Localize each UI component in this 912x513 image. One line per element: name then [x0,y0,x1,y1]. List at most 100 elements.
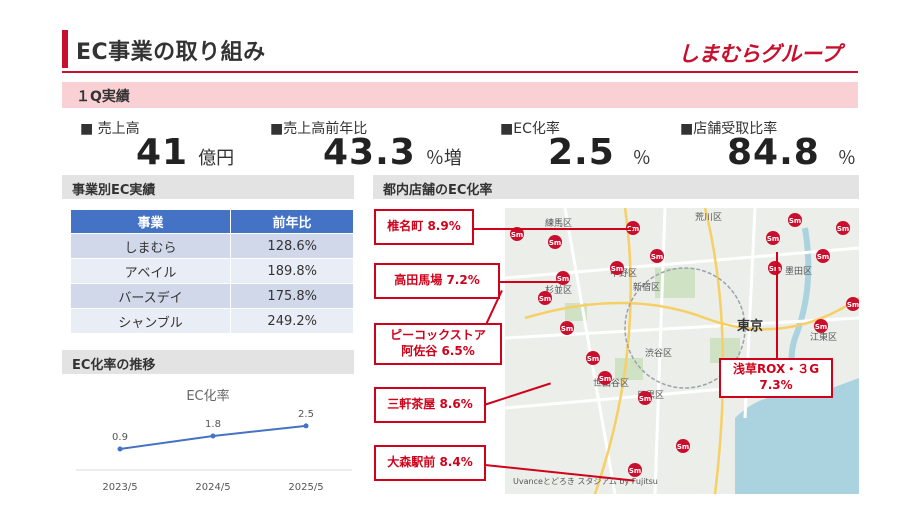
store-pin-icon[interactable] [788,213,802,227]
x-tick-label: 2024/5 [195,482,230,493]
kpi-sales-value: 41 [136,132,189,173]
data-label: 0.9 [112,432,128,443]
store-pin-icon[interactable] [814,319,828,333]
map-label-itabashi: 練馬区 [545,217,572,229]
map-ec-header: 都内店舗のEC化率 [373,175,859,199]
ec-trend-header: EC化率の推移 [62,350,354,374]
kpi-sales-unit: 億円 [198,148,235,169]
data-point [210,433,216,439]
business-yoy: 189.8% [230,258,354,284]
table-row: しまむら 128.6% [70,233,354,259]
leader-shiinamachi [473,228,633,230]
kpi-store-pickup-value-row: 84.8 ％ [727,132,856,173]
kpi-sales-yoy-value: 43.3 [323,132,416,173]
q1-results-band: １Q実績 [62,82,858,108]
business-yoy: 249.2% [230,308,354,334]
map-label-arakawa: 荒川区 [695,212,722,223]
store-pin-icon[interactable] [538,291,552,305]
business-name: アベイル [70,258,231,284]
kpi-sales-yoy-value-row: 43.3 ％増 [323,132,462,173]
data-point [303,423,309,429]
store-pin-icon[interactable] [628,463,642,477]
data-label: 1.8 [205,419,221,430]
table-row: バースデイ 175.8% [70,283,354,309]
kpi-store-pickup-label: ■店舗受取比率 [680,121,778,137]
business-name: しまむら [70,233,231,259]
kpi-sales-yoy: ■売上高前年比 [270,118,367,138]
callout-sangenjaya: 三軒茶屋 8.6% [374,387,486,423]
store-pin-label: Sm [639,395,651,403]
ec-ratio-line-chart: EC化率 0.9 2023/5 1.8 2024/5 2.5 2025/5 [76,388,352,493]
map-label-shibuya: 渋谷区 [645,347,672,359]
store-pin-icon[interactable] [560,321,574,335]
store-pin-icon[interactable] [548,235,562,249]
title-accent-bar [62,30,68,68]
callout-asakusa-line1: 浅草ROX・３G [732,362,820,377]
store-pin-label: Sm [539,295,551,303]
callout-peacock: ピーコックストア 阿佐谷 6.5% [374,323,502,365]
kpi-ec-ratio-value: 2.5 [548,132,615,173]
store-pin-icon[interactable] [766,231,780,245]
store-pin-label: Sm [627,225,639,233]
store-pin-icon[interactable] [586,351,600,365]
kpi-sales-label: ■ 売上高 [80,121,140,137]
store-pin-icon[interactable] [836,221,850,235]
store-pin-label: Sm [511,231,523,239]
store-pin-icon[interactable] [846,297,859,311]
table-header-row: 事業 前年比 [70,209,354,234]
page-title: EC事業の取り組み [76,40,266,65]
kpi-sales: ■ 売上高 [80,118,140,138]
tokyo-store-map[interactable]: 新宿区 中野区 杉並区 渋谷区 世田谷区 目黒区 墨田区 江東区 練馬区 荒川区… [505,208,859,494]
kpi-ec-ratio: ■EC化率 [500,118,560,138]
store-pin-label: Sm [815,323,827,331]
store-pin-icon[interactable] [768,261,782,275]
store-pin-icon[interactable] [638,391,652,405]
map-label-shinjuku: 新宿区 [633,281,660,293]
kpi-ec-ratio-value-row: 2.5 ％ [548,132,651,173]
header-divider [62,71,858,73]
chart-title: EC化率 [186,388,229,404]
business-ec-table: 事業 前年比 しまむら 128.6% アベイル 189.8% バースデイ 175… [70,209,354,334]
callout-omori: 大森駅前 8.4% [374,445,486,481]
q1-results-label: １Q実績 [76,89,130,105]
store-pin-icon[interactable] [610,261,624,275]
kpi-ec-ratio-label: ■EC化率 [500,121,560,137]
column-header-yoy: 前年比 [230,209,354,234]
callout-asakusa: 浅草ROX・３G 7.3% [719,358,833,398]
leader-takadanobaba [500,281,560,283]
store-pin-icon[interactable] [816,249,830,263]
shimamura-group-logo: しまむらグループ [678,42,841,66]
kpi-sales-yoy-label: ■売上高前年比 [270,121,368,137]
x-tick-label: 2023/5 [102,482,137,493]
store-pin-icon[interactable] [598,371,612,385]
map-label-suginami: 杉並区 [545,284,572,296]
business-name: シャンブル [70,308,231,334]
kpi-sales-value-row: 41 億円 [136,132,234,173]
kpi-store-pickup-value: 84.8 [727,132,820,173]
map-label-tokyo: 東京 [737,318,763,334]
table-row: シャンブル 249.2% [70,308,354,334]
callout-takadanobaba: 高田馬場 7.2% [374,263,500,299]
store-pin-label: Sm [561,325,573,333]
kpi-store-pickup: ■店舗受取比率 [680,118,777,138]
map-label-credit: Uvanceとどろき スタジアム by Fujitsu [513,477,658,486]
business-yoy: 128.6% [230,233,354,259]
table-row: アベイル 189.8% [70,258,354,284]
store-pin-label: Sm [651,253,663,261]
store-pin-label: Sm [817,253,829,261]
store-pin-icon[interactable] [510,227,524,241]
callout-shiinamachi: 椎名町 8.9% [374,209,474,245]
kpi-ec-ratio-unit: ％ [632,148,651,169]
store-pin-label: Sm [599,375,611,383]
store-pin-label: Sm [769,265,781,273]
callout-asakusa-line2: 7.3% [759,378,793,392]
store-pin-icon[interactable] [676,439,690,453]
store-pin-icon[interactable] [650,249,664,263]
data-point [117,446,123,452]
store-pin-label: Sm [837,225,849,233]
map-label-sumida: 墨田区 [785,266,812,277]
map-background: 新宿区 中野区 杉並区 渋谷区 世田谷区 目黒区 墨田区 江東区 練馬区 荒川区… [505,208,859,494]
store-pin-label: Sm [767,235,779,243]
store-pin-icon[interactable] [626,221,640,235]
data-label: 2.5 [298,409,314,420]
